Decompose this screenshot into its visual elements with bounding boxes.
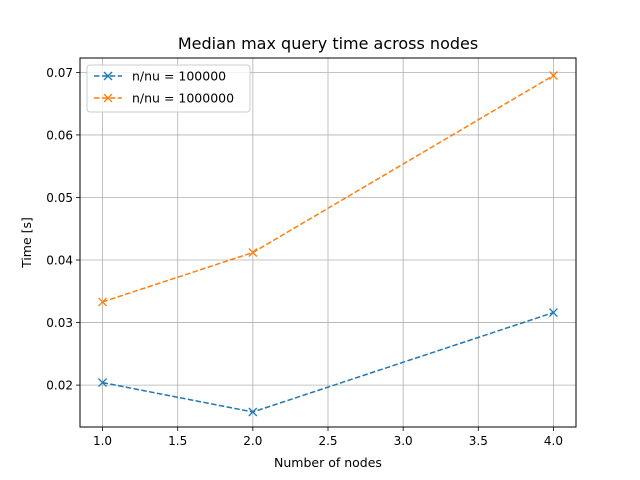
x-tick-label: 4.0: [544, 434, 563, 448]
x-tick-label: 3.5: [469, 434, 488, 448]
chart-title: Median max query time across nodes: [178, 34, 478, 53]
x-tick-label: 1.5: [168, 434, 187, 448]
legend-marker-0: [103, 71, 113, 81]
legend-box: [86, 64, 251, 113]
x-tick-label: 1.0: [93, 434, 112, 448]
data-point-marker: [548, 308, 558, 318]
legend-marker-1: [103, 93, 113, 103]
x-tick-label: 3.0: [394, 434, 413, 448]
data-point-marker: [548, 71, 558, 80]
x-tick-label: 2.5: [318, 434, 337, 448]
legend-label-0: n/nu = 100000: [132, 69, 226, 84]
y-tick-label: 0.02: [46, 379, 73, 393]
y-tick-label: 0.04: [46, 254, 73, 268]
legend-label-1: n/nu = 1000000: [132, 91, 234, 106]
y-axis: 0.02 0.03 0.04 0.05 0.06 0.07: [46, 66, 80, 393]
y-axis-label: Time [s]: [19, 217, 34, 269]
data-point-marker: [248, 248, 258, 257]
data-point-marker: [248, 407, 258, 417]
y-tick-label: 0.03: [46, 316, 73, 330]
x-axis: 1.0 1.5 2.0 2.5 3.0 3.5 4.0: [93, 427, 563, 448]
y-tick-label: 0.05: [46, 191, 73, 205]
data-point-marker: [98, 297, 108, 307]
y-tick-label: 0.07: [46, 66, 73, 80]
data-point-marker: [98, 378, 108, 388]
legend: n/nu = 100000 n/nu = 1000000: [86, 64, 251, 113]
x-axis-label: Number of nodes: [274, 455, 382, 470]
series-layer: [98, 71, 558, 417]
x-tick-label: 2.0: [243, 434, 262, 448]
y-tick-label: 0.06: [46, 128, 73, 142]
